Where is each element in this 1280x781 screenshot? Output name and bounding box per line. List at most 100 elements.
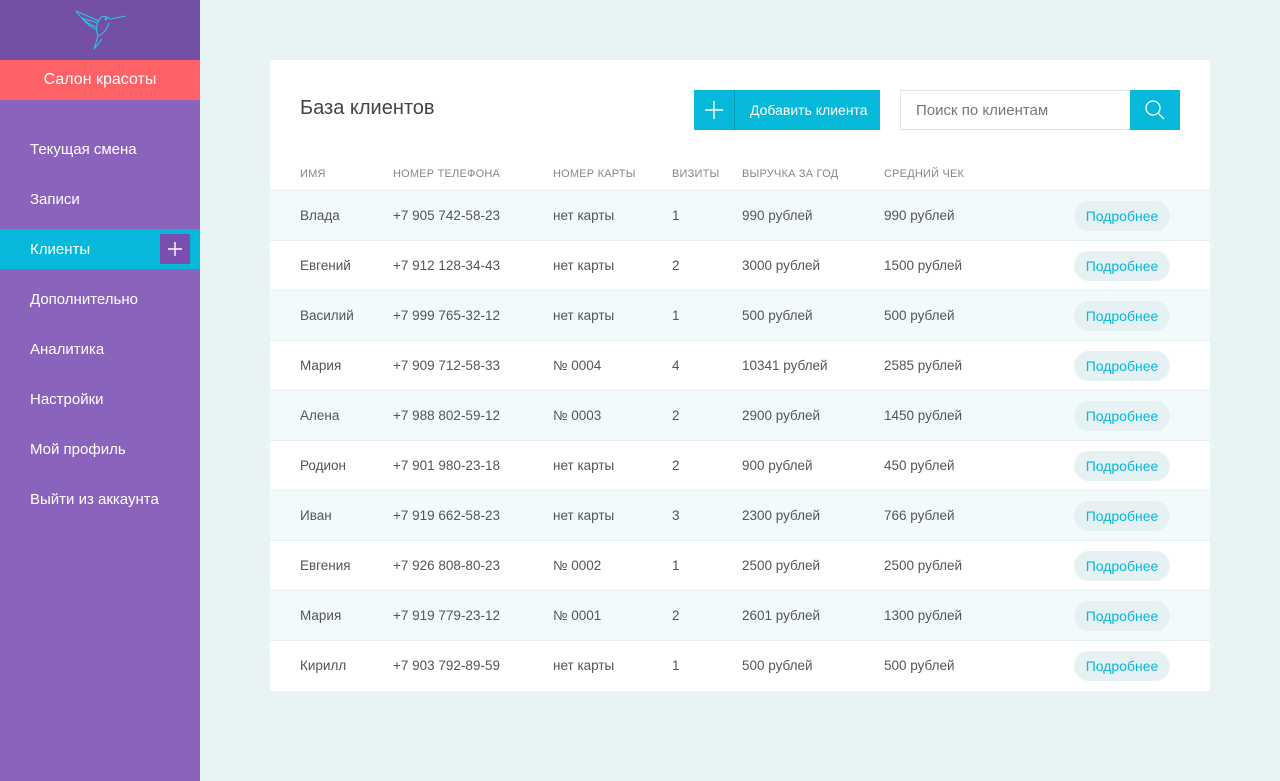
client-revenue: 500 рублей: [742, 308, 813, 323]
header-phone[interactable]: Номер телефона: [393, 168, 501, 180]
client-name: Алена: [300, 408, 340, 423]
details-button[interactable]: Подробнее: [1074, 651, 1170, 681]
client-revenue: 2300 рублей: [742, 508, 821, 523]
header-name[interactable]: Имя: [300, 168, 326, 180]
client-average-check: 1450 рублей: [884, 408, 963, 423]
client-name: Иван: [300, 508, 332, 523]
client-visits: 2: [672, 608, 680, 623]
header-revenue[interactable]: Выручка за год: [742, 168, 839, 180]
sidebar-item-label: Выйти из аккаунта: [30, 490, 159, 508]
table-row[interactable]: Василий +7 999 765-32-12 нет карты 1 500 руб…: [270, 291, 1210, 341]
sidebar-item-label: Дополнительно: [30, 290, 138, 308]
sidebar-item-label: Аналитика: [30, 340, 105, 358]
logo-area: [0, 0, 200, 60]
client-average-check: 450 рублей: [884, 458, 955, 473]
client-average-check: 2500 рублей: [884, 558, 963, 573]
add-client-label: Добавить клиента: [750, 102, 868, 118]
header-card[interactable]: Номер карты: [553, 168, 636, 180]
client-revenue: 500 рублей: [742, 658, 813, 673]
table-row[interactable]: Мария +7 919 779-23-12 № 0001 2 2601 рублей 1…: [270, 591, 1210, 641]
sidebar-item-appointments[interactable]: Записи: [0, 174, 200, 224]
client-visits: 2: [672, 458, 680, 473]
table-row[interactable]: Алена +7 988 802-59-12 № 0003 2 2900 рублей 1…: [270, 391, 1210, 441]
details-button[interactable]: Подробнее: [1074, 501, 1170, 531]
client-visits: 2: [672, 258, 680, 273]
sidebar-item-logout[interactable]: Выйти из аккаунта: [0, 474, 200, 524]
header-average-check[interactable]: Средний чек: [884, 168, 965, 180]
client-phone: +7 988 802-59-12: [393, 408, 500, 423]
table-row[interactable]: Кирилл +7 903 792-89-59 нет карты 1 500 рубл…: [270, 641, 1210, 691]
sidebar-item-additional[interactable]: Дополнительно: [0, 274, 200, 324]
sidebar-item-current-shift[interactable]: Текущая смена: [0, 124, 200, 174]
plus-icon: [168, 242, 182, 256]
sidebar-item-clients[interactable]: Клиенты: [0, 229, 200, 269]
table-header: Имя Номер телефона Номер карты Визиты Вы…: [270, 160, 1210, 191]
details-button[interactable]: Подробнее: [1074, 601, 1170, 631]
clients-card: База клиентов Добавить клиента Имя Номер…: [270, 60, 1210, 691]
details-button[interactable]: Подробнее: [1074, 551, 1170, 581]
client-average-check: 1300 рублей: [884, 608, 963, 623]
client-name: Кирилл: [300, 658, 347, 673]
sidebar-item-settings[interactable]: Настройки: [0, 374, 200, 424]
client-phone: +7 926 808-80-23: [393, 558, 500, 573]
client-card: № 0004: [553, 358, 602, 373]
table-row[interactable]: Евгения +7 926 808-80-23 № 0002 1 2500 рубле…: [270, 541, 1210, 591]
client-name: Мария: [300, 608, 342, 623]
client-average-check: 500 рублей: [884, 308, 955, 323]
table-row[interactable]: Мария +7 909 712-58-33 № 0004 4 10341 рублей…: [270, 341, 1210, 391]
salon-name[interactable]: Салон красоты: [0, 60, 200, 100]
table-row[interactable]: Родион +7 901 980-23-18 нет карты 2 900 рубл…: [270, 441, 1210, 491]
client-visits: 1: [672, 558, 680, 573]
client-phone: +7 999 765-32-12: [393, 308, 500, 323]
add-client-button[interactable]: Добавить клиента: [694, 90, 880, 130]
table-row[interactable]: Евгений +7 912 128-34-43 нет карты 2 3000 ру…: [270, 241, 1210, 291]
client-phone: +7 903 792-89-59: [393, 658, 500, 673]
sidebar-item-analytics[interactable]: Аналитика: [0, 324, 200, 374]
search-button[interactable]: [1130, 90, 1180, 130]
header-visits[interactable]: Визиты: [672, 168, 720, 180]
client-phone: +7 912 128-34-43: [393, 258, 500, 273]
table-row[interactable]: Влада +7 905 742-58-23 нет карты 1 990 рубле…: [270, 191, 1210, 241]
client-visits: 2: [672, 408, 680, 423]
table-row[interactable]: Иван +7 919 662-58-23 нет карты 3 2300 рубле…: [270, 491, 1210, 541]
client-revenue: 2500 рублей: [742, 558, 821, 573]
client-average-check: 1500 рублей: [884, 258, 963, 273]
sidebar-item-label: Настройки: [30, 390, 104, 408]
client-name: Евгения: [300, 558, 351, 573]
search-icon: [1145, 100, 1165, 120]
client-card: нет карты: [553, 308, 615, 323]
client-card: нет карты: [553, 258, 615, 273]
client-visits: 1: [672, 208, 680, 223]
client-phone: +7 909 712-58-33: [393, 358, 500, 373]
sidebar-item-profile[interactable]: Мой профиль: [0, 424, 200, 474]
details-button[interactable]: Подробнее: [1074, 251, 1170, 281]
sidebar-item-label: Записи: [30, 190, 80, 208]
details-button[interactable]: Подробнее: [1074, 201, 1170, 231]
sidebar-item-label: Текущая смена: [30, 140, 137, 158]
details-button[interactable]: Подробнее: [1074, 301, 1170, 331]
client-name: Влада: [300, 208, 340, 223]
client-phone: +7 905 742-58-23: [393, 208, 500, 223]
details-button[interactable]: Подробнее: [1074, 351, 1170, 381]
client-card: нет карты: [553, 458, 615, 473]
client-card: № 0002: [553, 558, 602, 573]
search-input[interactable]: [900, 90, 1130, 130]
sidebar-item-label: Клиенты: [30, 240, 91, 258]
details-button[interactable]: Подробнее: [1074, 451, 1170, 481]
client-card: № 0003: [553, 408, 602, 423]
client-phone: +7 919 662-58-23: [393, 508, 500, 523]
plus-icon: [705, 101, 723, 119]
client-name: Евгений: [300, 258, 351, 273]
client-name: Родион: [300, 458, 347, 473]
add-client-sidebar-button[interactable]: [160, 234, 190, 264]
client-phone: +7 901 980-23-18: [393, 458, 500, 473]
client-revenue: 2601 рублей: [742, 608, 821, 623]
hummingbird-icon: [75, 10, 127, 50]
client-card: № 0001: [553, 608, 602, 623]
client-revenue: 2900 рублей: [742, 408, 821, 423]
clients-table-body: Влада +7 905 742-58-23 нет карты 1 990 рубле…: [270, 191, 1210, 691]
details-button[interactable]: Подробнее: [1074, 401, 1170, 431]
plus-icon-wrap: [694, 90, 735, 130]
client-visits: 4: [672, 358, 680, 373]
sidebar-nav: Текущая смена Записи Клиенты Дополнитель…: [0, 124, 200, 524]
